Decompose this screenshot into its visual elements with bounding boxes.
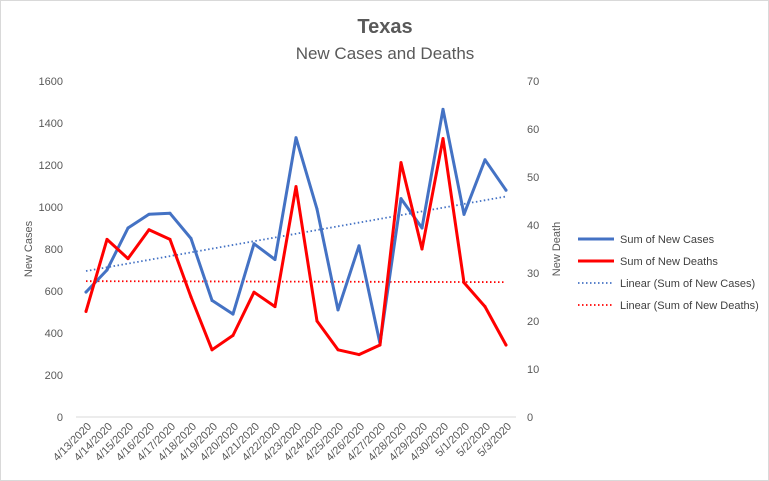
- data-point: [273, 305, 277, 309]
- y-right-tick-label: 70: [527, 76, 539, 88]
- data-point: [147, 212, 151, 216]
- y-right-tick-label: 30: [527, 268, 539, 280]
- data-point: [84, 309, 88, 313]
- data-point: [294, 185, 298, 189]
- data-point: [315, 207, 319, 211]
- data-point: [147, 228, 151, 232]
- trendline-0: [85, 195, 507, 272]
- data-point: [168, 237, 172, 241]
- data-point: [441, 107, 445, 111]
- series-layer: [84, 107, 508, 357]
- data-point: [252, 290, 256, 294]
- legend-label-2: Linear (Sum of New Cases): [620, 278, 755, 290]
- data-point: [168, 211, 172, 215]
- data-point: [294, 136, 298, 140]
- legend-label-1: Sum of New Deaths: [620, 256, 718, 268]
- data-point: [441, 137, 445, 141]
- y-left-tick-label: 1000: [39, 202, 63, 214]
- data-point: [462, 281, 466, 285]
- legend: Sum of New Cases Sum of New Deaths Linear …: [578, 234, 759, 312]
- data-point: [462, 212, 466, 216]
- data-point: [378, 343, 382, 347]
- y-left-tick-label: 600: [45, 286, 63, 298]
- y-right-tick-label: 20: [527, 316, 539, 328]
- data-point: [126, 257, 130, 261]
- data-point: [189, 295, 193, 299]
- data-point: [252, 242, 256, 246]
- data-point: [84, 290, 88, 294]
- data-point: [210, 348, 214, 352]
- y-right-tick-label: 50: [527, 172, 539, 184]
- data-point: [483, 305, 487, 309]
- data-point: [210, 298, 214, 302]
- axes-layer: 0 200 400 600 800 1000 1200 1400 1600 0 10 20 30 40 50…: [23, 76, 563, 464]
- data-point: [420, 247, 424, 251]
- data-point: [504, 343, 508, 347]
- data-point: [105, 237, 109, 241]
- data-point: [315, 319, 319, 323]
- chart-subtitle: New Cases and Deaths: [296, 44, 475, 63]
- data-point: [483, 158, 487, 162]
- data-point: [336, 308, 340, 312]
- data-point: [357, 353, 361, 357]
- chart-title: Texas: [357, 16, 412, 38]
- y-left-tick-label: 0: [57, 412, 63, 424]
- y-left-tick-label: 1200: [39, 160, 63, 172]
- data-point: [399, 161, 403, 165]
- data-point: [357, 244, 361, 248]
- y-right-tick-label: 60: [527, 124, 539, 136]
- y-right-tick-label: 40: [527, 220, 539, 232]
- trendline-1: [85, 280, 507, 284]
- data-point: [231, 312, 235, 316]
- data-point: [189, 237, 193, 240]
- y-left-tick-label: 200: [45, 370, 63, 382]
- data-point: [336, 348, 340, 352]
- y-left-tick-label: 1400: [39, 118, 63, 130]
- y-right-tick-label: 0: [527, 412, 533, 424]
- data-point: [504, 188, 508, 192]
- y-left-tick-label: 800: [45, 244, 63, 256]
- data-point: [126, 226, 130, 230]
- y-left-tick-label: 400: [45, 328, 63, 340]
- data-point: [231, 333, 235, 337]
- data-point: [399, 197, 403, 201]
- y-right-tick-label: 10: [527, 364, 539, 376]
- legend-label-3: Linear (Sum of New Deaths): [620, 300, 759, 312]
- trendlines-layer: [85, 195, 507, 284]
- y-left-tick-label: 1600: [39, 76, 63, 88]
- data-point: [420, 226, 424, 230]
- y-right-axis-title: New Death: [551, 222, 563, 276]
- legend-label-0: Sum of New Cases: [620, 234, 715, 246]
- data-point: [105, 268, 109, 272]
- series-line-1: [84, 137, 508, 357]
- data-point: [273, 258, 277, 261]
- y-left-axis-title: New Cases: [23, 220, 35, 277]
